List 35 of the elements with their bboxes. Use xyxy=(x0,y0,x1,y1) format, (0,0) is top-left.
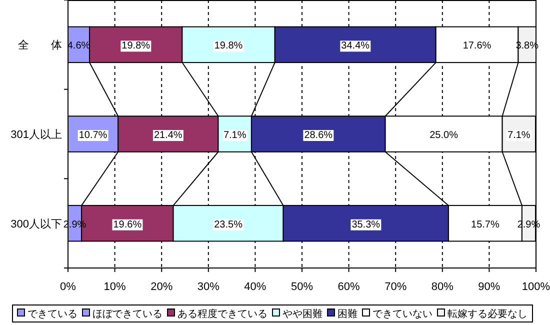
data-label: 19.8% xyxy=(122,40,150,52)
data-label: 10.7% xyxy=(78,130,108,141)
data-label: 23.5% xyxy=(214,219,243,230)
y-tick-label: 300人以下 xyxy=(10,217,62,230)
data-label: 25.0% xyxy=(430,130,458,141)
x-tick-label: 20% xyxy=(150,281,173,293)
data-label: 34.4% xyxy=(341,40,370,52)
x-tick-label: 0% xyxy=(60,281,76,293)
legend-label: やや困難 xyxy=(282,308,322,320)
x-tick-label: 100% xyxy=(522,281,550,293)
x-tick-label: 10% xyxy=(104,281,126,293)
y-tick-label: 全 体 xyxy=(18,40,62,52)
x-tick-label: 90% xyxy=(478,281,500,293)
x-tick-label: 40% xyxy=(244,281,266,293)
data-label: 17.6% xyxy=(462,40,492,52)
legend-label: ほぼできている xyxy=(92,309,162,320)
data-label: 21.4% xyxy=(154,130,182,141)
legend-label: できていない xyxy=(372,309,432,320)
data-label: 15.7% xyxy=(471,219,500,230)
data-label: 7.1% xyxy=(223,130,246,141)
legend-label: できている xyxy=(28,309,78,320)
x-tick-label: 50% xyxy=(290,281,314,293)
data-label: 19.8% xyxy=(214,40,243,52)
legend-label: 困難 xyxy=(338,308,358,320)
legend-label: 転嫁する必要なし xyxy=(448,308,528,320)
data-label: 19.6% xyxy=(113,219,142,230)
x-tick-label: 70% xyxy=(384,281,407,293)
data-label: 35.3% xyxy=(352,219,380,230)
x-tick-label: 80% xyxy=(431,281,454,293)
x-tick-label: 30% xyxy=(197,281,220,293)
legend-label: ある程度できている xyxy=(178,308,268,320)
x-tick-label: 60% xyxy=(338,281,360,293)
data-label: 28.6% xyxy=(304,130,333,141)
y-tick-label: 301人以上 xyxy=(10,128,62,141)
data-label: 7.1% xyxy=(508,130,530,141)
